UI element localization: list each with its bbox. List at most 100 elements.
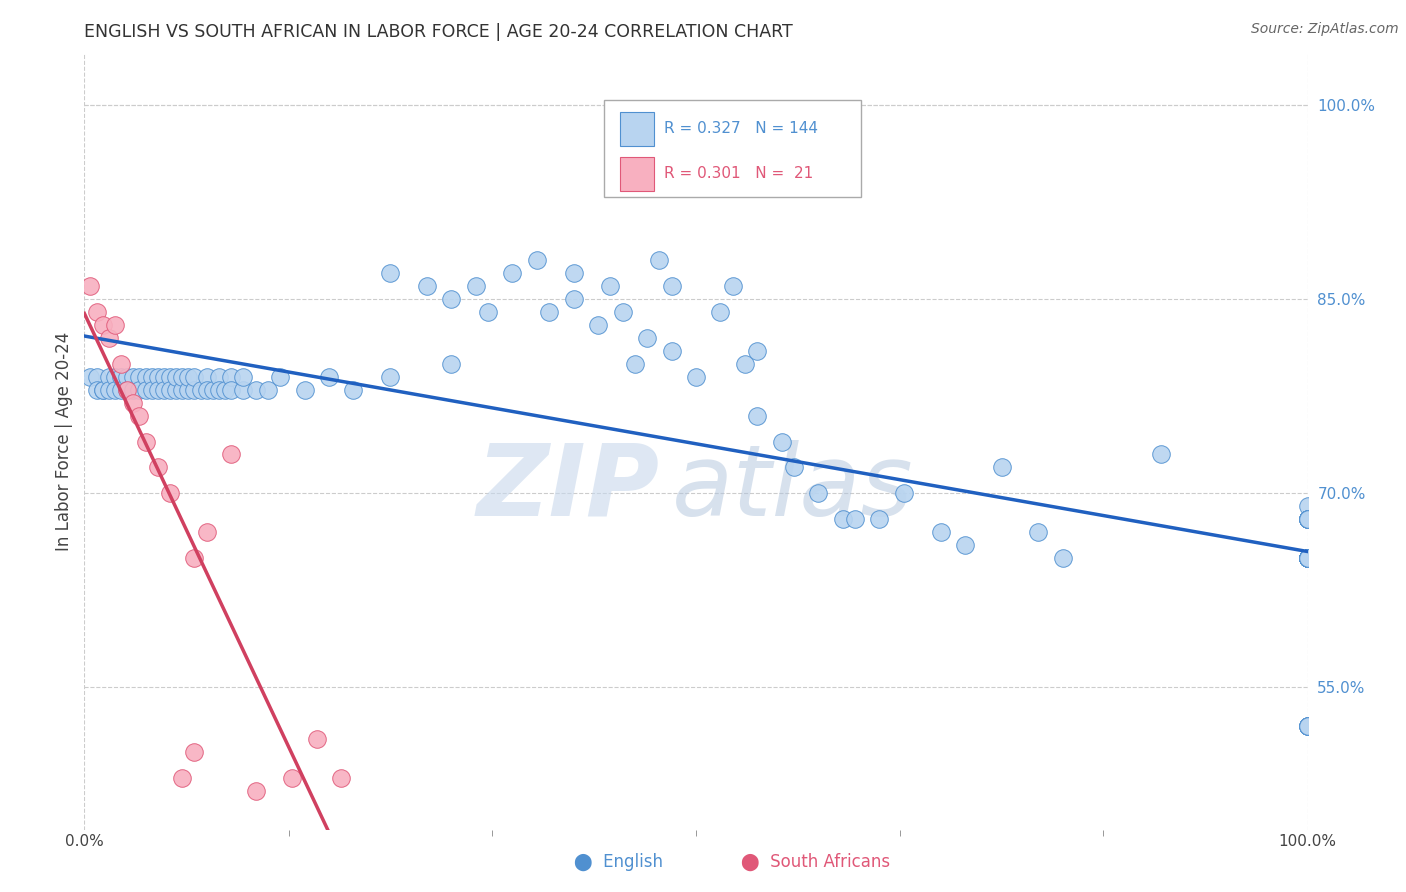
Point [159, 383, 181, 397]
Text: Source: ZipAtlas.com: Source: ZipAtlas.com [1251, 22, 1399, 37]
Point [1296, 719, 1319, 733]
Point [1296, 551, 1319, 566]
Point [1296, 551, 1319, 566]
Point [128, 409, 150, 423]
Point [153, 370, 176, 384]
Point [538, 305, 561, 319]
Point [195, 383, 218, 397]
Point [477, 305, 499, 319]
Point [115, 370, 138, 384]
FancyBboxPatch shape [605, 100, 860, 197]
Point [599, 279, 621, 293]
Point [1052, 551, 1074, 566]
Point [122, 370, 145, 384]
Text: ⬤  South Africans: ⬤ South Africans [741, 853, 890, 871]
Point [1296, 551, 1319, 566]
Point [1296, 719, 1319, 733]
Point [195, 524, 218, 539]
Point [1296, 512, 1319, 526]
Point [1296, 719, 1319, 733]
Point [153, 383, 176, 397]
Point [91, 383, 114, 397]
Bar [620, 112, 654, 146]
Point [177, 383, 200, 397]
Point [141, 370, 163, 384]
Point [86, 383, 108, 397]
Point [721, 279, 744, 293]
Point [562, 293, 585, 307]
Point [685, 370, 707, 384]
Point [128, 370, 150, 384]
Point [214, 383, 236, 397]
Point [135, 383, 157, 397]
Point [104, 370, 127, 384]
Point [502, 267, 524, 281]
Point [1296, 551, 1319, 566]
Point [440, 357, 463, 371]
Point [190, 383, 212, 397]
Point [110, 370, 132, 384]
Point [1296, 551, 1319, 566]
Point [172, 771, 194, 785]
Text: atlas: atlas [672, 440, 912, 537]
Point [1296, 551, 1319, 566]
Point [1296, 551, 1319, 566]
Point [208, 370, 231, 384]
Point [807, 486, 830, 500]
Text: R = 0.327   N = 144: R = 0.327 N = 144 [664, 121, 818, 136]
Point [146, 370, 169, 384]
Point [991, 460, 1014, 475]
Point [1296, 512, 1319, 526]
Point [245, 784, 267, 798]
Text: R = 0.301   N =  21: R = 0.301 N = 21 [664, 166, 814, 181]
Point [305, 731, 328, 746]
Point [294, 383, 316, 397]
Point [1296, 551, 1319, 566]
Point [1296, 551, 1319, 566]
Point [1296, 551, 1319, 566]
Point [269, 370, 291, 384]
Point [97, 383, 120, 397]
Point [1296, 551, 1319, 566]
Point [1296, 551, 1319, 566]
Point [1296, 512, 1319, 526]
Point [1296, 719, 1319, 733]
Point [783, 460, 806, 475]
Point [661, 344, 683, 359]
Point [380, 370, 402, 384]
Point [342, 383, 364, 397]
Point [1296, 551, 1319, 566]
Point [97, 331, 120, 345]
Point [562, 267, 585, 281]
Point [1296, 719, 1319, 733]
Point [929, 524, 952, 539]
Point [1296, 551, 1319, 566]
Point [159, 370, 181, 384]
Point [831, 512, 853, 526]
Point [1296, 512, 1319, 526]
Point [893, 486, 915, 500]
Point [183, 551, 205, 566]
Point [146, 460, 169, 475]
Point [104, 383, 127, 397]
Point [183, 370, 205, 384]
Point [141, 383, 163, 397]
Point [146, 383, 169, 397]
Point [91, 383, 114, 397]
Point [747, 409, 769, 423]
Point [709, 305, 731, 319]
Point [135, 370, 157, 384]
Point [115, 383, 138, 397]
Point [219, 448, 242, 462]
Point [1296, 512, 1319, 526]
Point [464, 279, 486, 293]
Text: ENGLISH VS SOUTH AFRICAN IN LABOR FORCE | AGE 20-24 CORRELATION CHART: ENGLISH VS SOUTH AFRICAN IN LABOR FORCE … [84, 23, 793, 41]
Point [281, 771, 304, 785]
Point [122, 396, 145, 410]
Point [661, 279, 683, 293]
Point [1296, 512, 1319, 526]
Point [97, 370, 120, 384]
Point [1296, 551, 1319, 566]
Point [1296, 551, 1319, 566]
Point [636, 331, 658, 345]
